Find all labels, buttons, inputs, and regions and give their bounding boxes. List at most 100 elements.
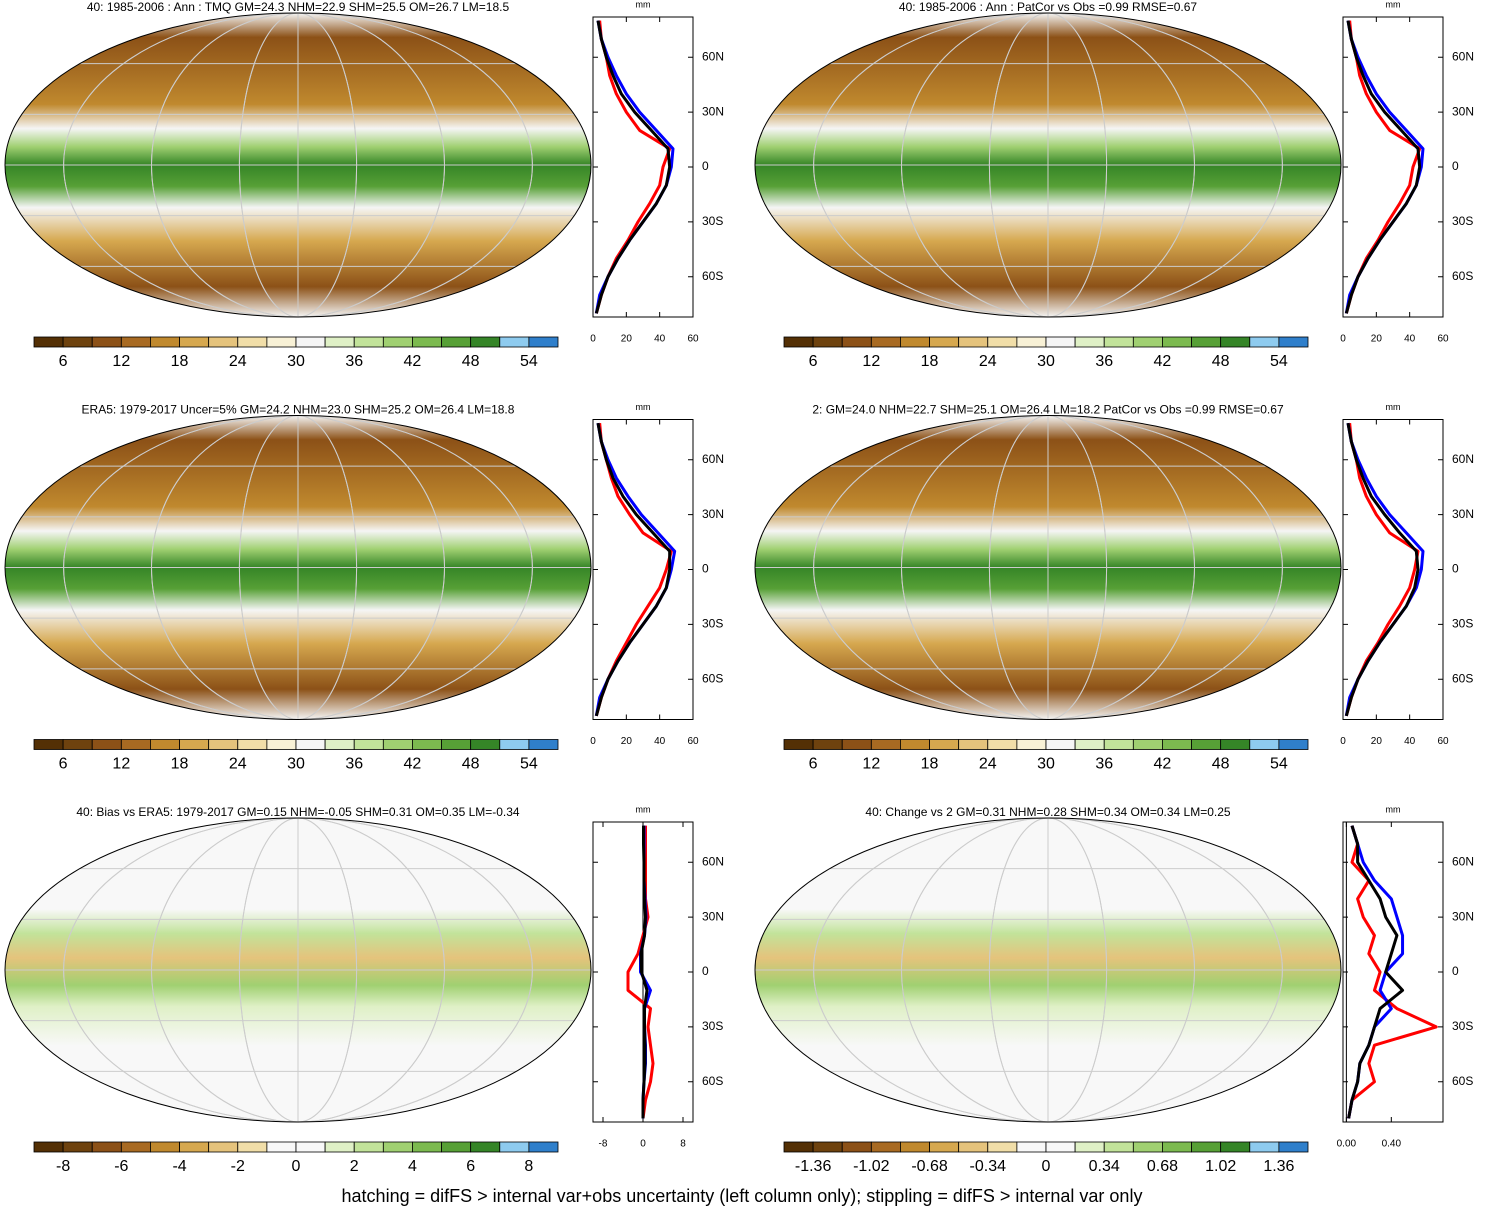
colorbar-box — [1191, 739, 1222, 750]
y-tick-label: 60S — [702, 1074, 723, 1088]
colorbar-box — [958, 739, 989, 750]
profile-line — [594, 20, 672, 314]
colorbar-box — [91, 1141, 122, 1153]
profile-line — [1344, 20, 1422, 314]
y-tick-label: 0 — [702, 159, 709, 173]
colorbar-tick-label: 30 — [1037, 756, 1055, 773]
x-tick-label: 8 — [680, 1139, 686, 1150]
colorbar-tick-label: 42 — [1154, 756, 1172, 773]
colorbar-tick-label: 12 — [112, 756, 130, 773]
profile-line — [1347, 825, 1438, 1119]
y-tick-label: 60N — [1452, 49, 1474, 63]
colorbar-box — [499, 1141, 530, 1153]
colorbar-box — [870, 739, 901, 750]
map-outline — [4, 817, 592, 1123]
colorbar-box — [441, 739, 472, 750]
colorbar-tick-label: 0.68 — [1147, 1158, 1178, 1175]
colorbar-box — [470, 336, 501, 348]
colorbar-box — [324, 739, 355, 750]
colorbar-box — [470, 739, 501, 750]
x-tick-label: 20 — [1371, 736, 1383, 747]
colorbar-box — [120, 1141, 151, 1153]
x-tick-label: 0.00 — [1337, 1139, 1357, 1150]
x-tick-label: 40 — [1404, 334, 1416, 345]
colorbar-box — [62, 1141, 93, 1153]
colorbar-tick-label: 54 — [520, 756, 538, 773]
colorbar-tick-label: 6 — [809, 353, 818, 370]
colorbar-box — [812, 336, 843, 348]
colorbar-box — [1220, 1141, 1251, 1153]
colorbar-box — [1132, 739, 1163, 750]
colorbar-box — [295, 336, 326, 348]
colorbar-box — [91, 336, 122, 348]
colorbar-box — [499, 739, 530, 750]
map-outline — [4, 12, 592, 318]
colorbar-tick-label: -0.68 — [911, 1158, 948, 1175]
colorbar-tick-label: 42 — [404, 353, 422, 370]
colorbar-box — [1132, 336, 1163, 348]
colorbar-tick-label: 54 — [520, 353, 538, 370]
colorbar-box — [1162, 1141, 1192, 1153]
profile-unit: mm — [1386, 804, 1401, 814]
colorbar-tick-label: 54 — [1270, 756, 1288, 773]
x-tick-label: 40 — [1404, 736, 1416, 747]
y-tick-label: 30S — [1452, 1019, 1473, 1033]
colorbar-tick-label: 54 — [1270, 353, 1288, 370]
colorbar-box — [958, 1141, 989, 1153]
colorbar-tick-label: 30 — [287, 353, 305, 370]
footer: hatching = difFS > internal var+obs unce… — [342, 1186, 1143, 1206]
colorbar-box — [870, 1141, 901, 1153]
colorbar-tick-label: 6 — [59, 353, 68, 370]
colorbar-box — [783, 739, 814, 750]
colorbar-box — [237, 1141, 268, 1153]
x-tick-label: -8 — [599, 1139, 608, 1150]
x-tick-label: 0 — [1340, 334, 1346, 345]
colorbar-box — [958, 336, 989, 348]
profile-unit: mm — [636, 0, 651, 9]
map-outline — [4, 415, 592, 720]
colorbar-box — [1249, 1141, 1280, 1153]
colorbar-box — [382, 739, 413, 750]
y-tick-label: 30N — [702, 909, 724, 923]
colorbar-box — [324, 336, 355, 348]
y-tick-label: 30N — [1452, 507, 1474, 521]
map-title: 40: Change vs 2 GM=0.31 NHM=0.28 SHM=0.3… — [865, 805, 1231, 819]
colorbar-box — [783, 1141, 814, 1153]
colorbar-tick-label: -0.34 — [970, 1158, 1007, 1175]
colorbar-box — [33, 739, 64, 750]
profile-line — [1344, 422, 1420, 717]
colorbar-box — [179, 1141, 210, 1153]
colorbar-box — [208, 336, 239, 348]
colorbar-tick-label: 6 — [466, 1158, 475, 1175]
y-tick-label: 0 — [702, 562, 709, 576]
colorbar-tick-label: 1.36 — [1263, 1158, 1294, 1175]
colorbar-tick-label: 0 — [292, 1158, 301, 1175]
x-tick-label: 0 — [590, 736, 596, 747]
colorbar-box — [1249, 739, 1280, 750]
y-tick-label: 30N — [1452, 104, 1474, 118]
colorbar-box — [900, 739, 930, 750]
x-tick-label: 40 — [654, 334, 666, 345]
y-tick-label: 60N — [1452, 854, 1474, 868]
colorbar-box — [150, 739, 180, 750]
colorbar-box — [1074, 336, 1105, 348]
colorbar-box — [382, 336, 413, 348]
profile-line — [1344, 20, 1422, 314]
y-tick-label: 30S — [1452, 214, 1473, 228]
colorbar-box — [870, 336, 901, 348]
colorbar-box — [120, 336, 151, 348]
colorbar-tick-label: 42 — [1154, 353, 1172, 370]
colorbar-tick-label: 12 — [862, 353, 880, 370]
colorbar-box — [1045, 739, 1076, 750]
colorbar-box — [179, 336, 210, 348]
colorbar-tick-label: 48 — [462, 353, 480, 370]
colorbar-box — [441, 1141, 472, 1153]
colorbar-tick-label: 48 — [462, 756, 480, 773]
colorbar-box — [266, 336, 297, 348]
colorbar-tick-label: 18 — [171, 353, 189, 370]
colorbar-tick-label: 12 — [112, 353, 130, 370]
colorbar-tick-label: 2 — [350, 1158, 359, 1175]
colorbar-box — [62, 739, 93, 750]
map-title: ERA5: 1979-2017 Uncer=5% GM=24.2 NHM=23.… — [82, 403, 515, 417]
